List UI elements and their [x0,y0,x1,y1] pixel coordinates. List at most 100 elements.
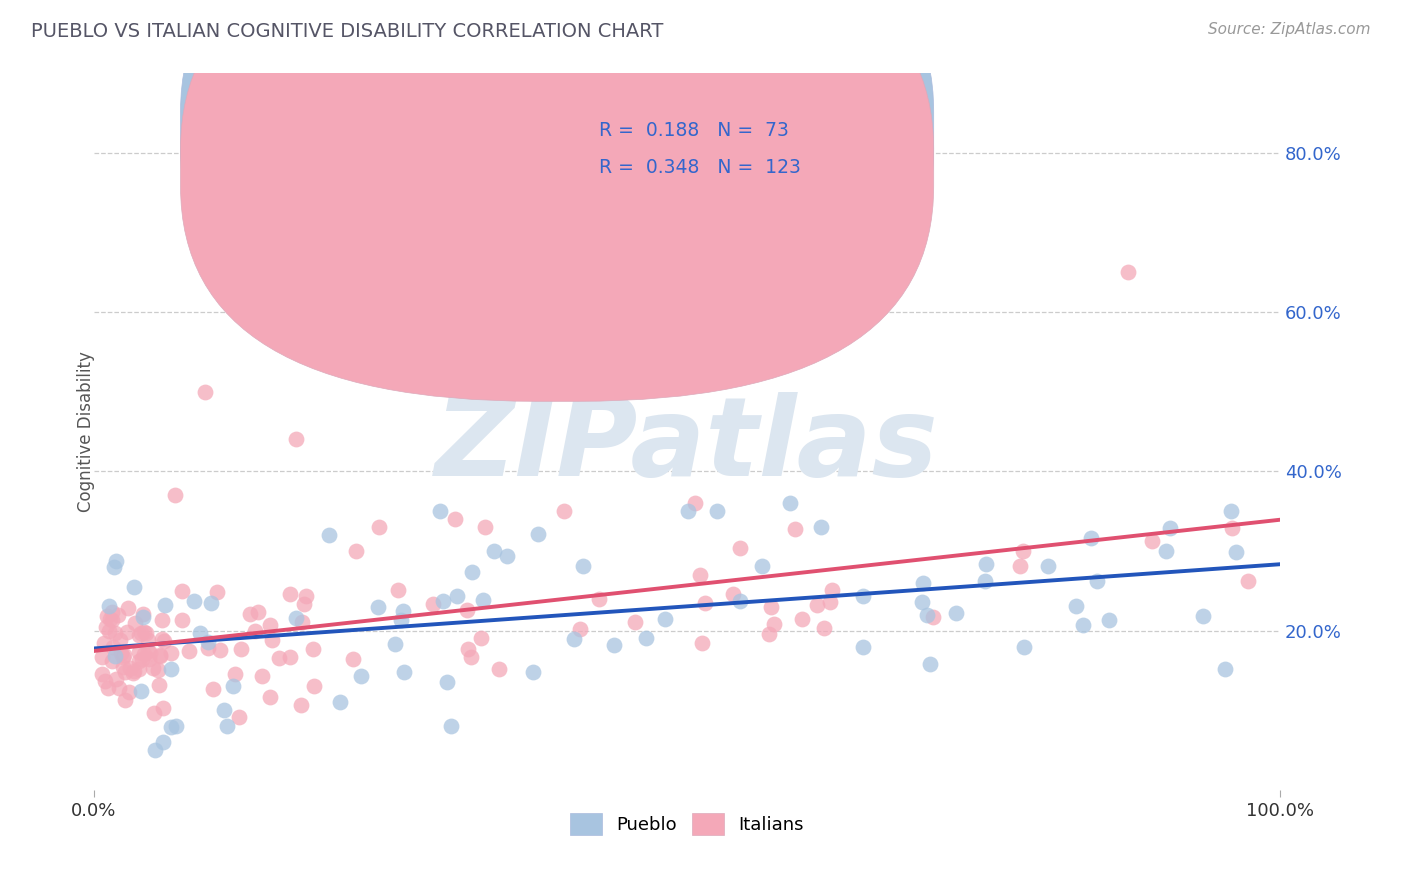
Point [128,654,150,668]
Point [318,528,340,542]
Point [114,665,136,679]
Point [104,625,127,640]
Point [202,681,225,696]
Point [917,608,939,623]
Point [104,553,127,567]
Point [384,637,406,651]
Point [389,614,412,628]
Point [654,612,676,626]
Point [474,519,496,533]
Point [163,488,186,502]
Legend: Pueblo, Italians: Pueblo, Italians [569,813,804,835]
Point [634,631,657,645]
Point [302,679,325,693]
Point [350,669,373,683]
Point [188,625,211,640]
Point [292,597,315,611]
Point [762,616,785,631]
Point [488,662,510,676]
Point [1085,574,1108,588]
Point [153,634,176,648]
Point [93,636,115,650]
Point [291,615,314,629]
Text: ZIPatlas: ZIPatlas [434,392,939,500]
Point [456,603,478,617]
Point [436,675,458,690]
Point [96,609,118,624]
Point [683,496,706,510]
Point [284,433,307,447]
Point [104,649,127,664]
Point [432,593,454,607]
Point [484,544,506,558]
Point [553,504,575,518]
FancyBboxPatch shape [180,0,934,401]
Point [179,644,201,658]
Point [1154,544,1177,558]
Point [262,632,284,647]
Point [205,585,228,599]
Point [122,581,145,595]
Point [603,638,626,652]
Point [461,565,484,579]
Point [278,587,301,601]
FancyBboxPatch shape [515,98,853,191]
Point [1220,504,1243,518]
Point [160,720,183,734]
Point [440,719,463,733]
Point [392,665,415,679]
Point [728,541,751,556]
Point [429,504,451,518]
Text: R =  0.348   N =  123: R = 0.348 N = 123 [599,158,801,178]
Text: Source: ZipAtlas.com: Source: ZipAtlas.com [1208,22,1371,37]
Point [128,662,150,676]
Point [1213,661,1236,675]
Point [783,522,806,536]
Point [446,590,468,604]
Point [135,626,157,640]
Point [918,657,941,671]
Point [758,627,780,641]
Point [422,597,444,611]
Point [294,589,316,603]
Point [138,646,160,660]
Point [128,627,150,641]
Point [922,610,945,624]
Point [527,527,550,541]
Point [104,672,127,686]
Point [250,669,273,683]
Point [852,589,875,603]
Point [153,599,176,613]
Y-axis label: Cognitive Disability: Cognitive Disability [76,351,94,512]
Point [1080,531,1102,545]
Point [239,607,262,621]
Point [165,719,187,733]
Point [1012,544,1035,558]
Point [107,681,129,695]
Point [387,582,409,597]
Point [97,681,120,695]
Point [259,617,281,632]
Point [457,641,479,656]
Point [368,520,391,534]
Point [728,594,751,608]
Point [821,582,844,597]
Point [160,662,183,676]
Point [122,664,145,678]
Point [222,679,245,693]
Point [779,496,801,510]
Point [759,599,782,614]
Text: R =  0.188   N =  73: R = 0.188 N = 73 [599,120,789,140]
Point [112,650,135,665]
Point [121,666,143,681]
Point [138,651,160,665]
Point [693,596,716,610]
Point [124,616,146,631]
Point [111,659,134,673]
Point [152,700,174,714]
Point [245,624,267,639]
Point [568,622,591,636]
Point [148,678,170,692]
Point [108,632,131,647]
Point [118,661,141,675]
